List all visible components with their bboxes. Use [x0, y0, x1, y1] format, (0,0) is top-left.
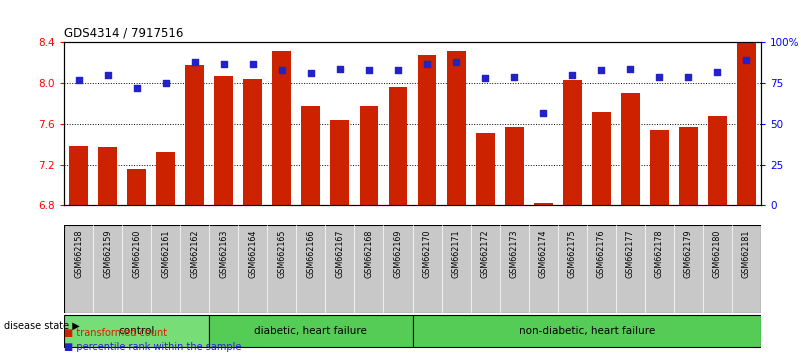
Text: GSM662173: GSM662173	[509, 229, 518, 278]
Bar	[99, 147, 117, 205]
Text: GSM662162: GSM662162	[191, 229, 199, 278]
Bar	[215, 76, 233, 205]
Bar	[360, 105, 378, 205]
Point	[101, 72, 114, 78]
Text: GSM662166: GSM662166	[307, 229, 316, 278]
Text: diabetic, heart failure: diabetic, heart failure	[255, 326, 368, 336]
Text: GSM662167: GSM662167	[336, 229, 344, 278]
Text: control: control	[119, 326, 155, 336]
Text: GSM662170: GSM662170	[423, 229, 432, 278]
Bar	[331, 120, 349, 205]
Point	[188, 59, 201, 65]
Bar	[737, 42, 756, 205]
Text: GSM662160: GSM662160	[132, 229, 141, 278]
Point	[566, 72, 578, 78]
Bar	[156, 153, 175, 205]
Point	[653, 74, 666, 80]
Bar	[447, 51, 465, 205]
Point	[508, 74, 521, 80]
Point	[217, 61, 230, 67]
Text: GSM662158: GSM662158	[74, 229, 83, 278]
Point	[247, 61, 260, 67]
Bar	[244, 79, 262, 205]
Text: GSM662181: GSM662181	[742, 229, 751, 278]
Point	[479, 75, 492, 81]
Text: GSM662168: GSM662168	[364, 229, 373, 278]
Bar	[476, 133, 494, 205]
Text: GSM662169: GSM662169	[393, 229, 402, 278]
Point	[392, 67, 405, 73]
Point	[363, 67, 376, 73]
Bar	[563, 80, 582, 205]
Bar	[505, 127, 524, 205]
Bar	[592, 112, 610, 205]
Bar	[413, 315, 761, 347]
Text: GSM662177: GSM662177	[626, 229, 634, 278]
Point	[624, 66, 637, 72]
Text: GSM662163: GSM662163	[219, 229, 228, 278]
Text: GSM662165: GSM662165	[277, 229, 286, 278]
Text: GSM662179: GSM662179	[684, 229, 693, 278]
Text: GSM662159: GSM662159	[103, 229, 112, 278]
Bar	[69, 146, 88, 205]
Text: GSM662176: GSM662176	[597, 229, 606, 278]
Bar	[650, 130, 669, 205]
Text: GSM662178: GSM662178	[655, 229, 664, 278]
Text: GSM662172: GSM662172	[481, 229, 489, 278]
Point	[304, 70, 317, 76]
Point	[421, 61, 433, 67]
Text: GSM662161: GSM662161	[161, 229, 170, 278]
Bar	[301, 105, 320, 205]
Bar	[533, 203, 553, 205]
Bar	[64, 315, 209, 347]
Text: GSM662174: GSM662174	[539, 229, 548, 278]
Bar	[185, 65, 204, 205]
Bar	[679, 127, 698, 205]
Point	[72, 77, 85, 83]
Text: GSM662175: GSM662175	[568, 229, 577, 278]
Point	[537, 110, 549, 115]
Point	[740, 58, 753, 63]
Point	[276, 67, 288, 73]
Text: non-diabetic, heart failure: non-diabetic, heart failure	[518, 326, 655, 336]
Point	[449, 59, 462, 65]
Point	[333, 66, 346, 72]
Point	[682, 74, 694, 80]
Text: ■ transformed count: ■ transformed count	[64, 328, 167, 338]
Text: GSM662164: GSM662164	[248, 229, 257, 278]
Bar	[388, 87, 408, 205]
Point	[711, 69, 724, 75]
Bar	[417, 55, 437, 205]
Point	[159, 80, 172, 86]
Text: GSM662180: GSM662180	[713, 229, 722, 278]
Bar	[127, 169, 146, 205]
Bar	[708, 116, 727, 205]
Text: GDS4314 / 7917516: GDS4314 / 7917516	[64, 27, 183, 40]
Text: disease state ▶: disease state ▶	[4, 321, 80, 331]
Bar	[272, 51, 292, 205]
Text: ■ percentile rank within the sample: ■ percentile rank within the sample	[64, 342, 241, 353]
Point	[131, 85, 143, 91]
Text: GSM662171: GSM662171	[452, 229, 461, 278]
Bar	[621, 93, 640, 205]
Point	[595, 67, 608, 73]
Bar	[209, 315, 413, 347]
